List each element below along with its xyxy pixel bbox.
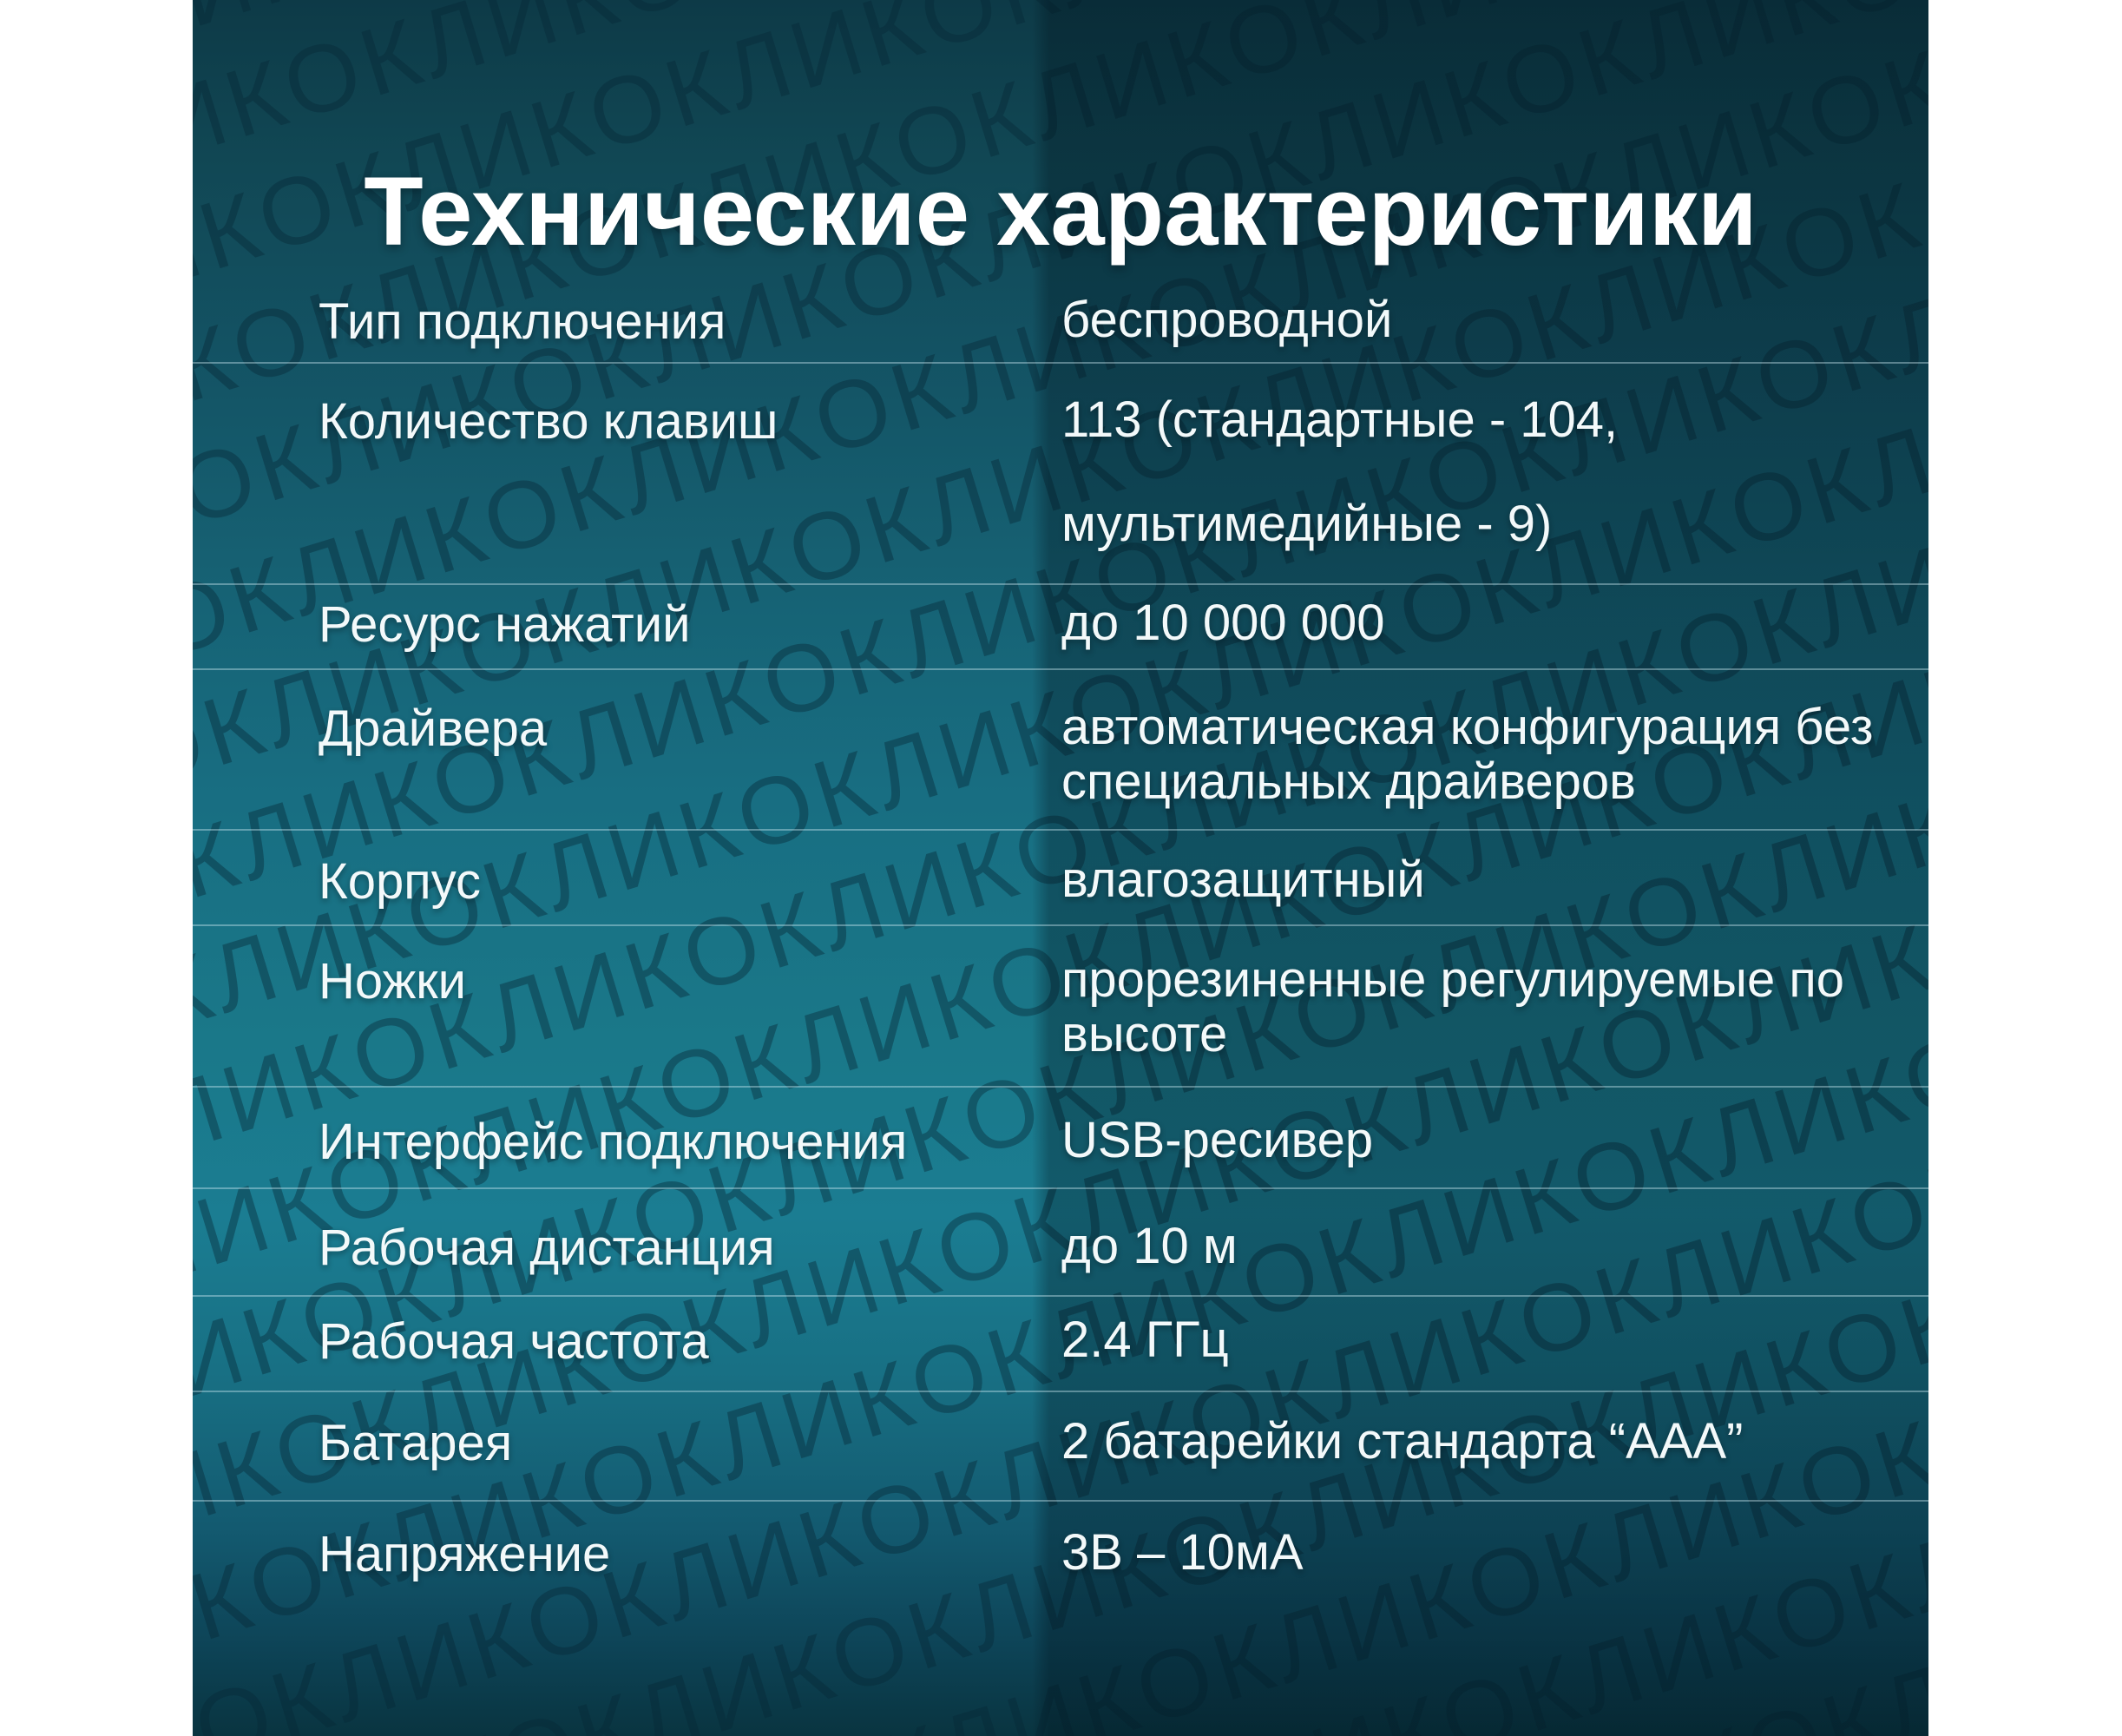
spec-value: 113 (стандартные - 104, мультимедийные - … <box>1061 392 1843 551</box>
spec-label: Драйвера <box>319 700 548 757</box>
watermark-text-line: ОКЛИКОКЛИКОКЛИКОКЛИКОКЛИКОКЛИКОКЛИКОКЛИК… <box>193 0 1928 83</box>
spec-label: Тип подключения <box>319 293 726 350</box>
spec-value-line: мультимедийные - 9) <box>1061 496 1553 552</box>
table-row: Батарея 2 батарейки стандарта “AAA” <box>193 1391 1928 1500</box>
spec-value: беспроводной <box>1061 293 1843 347</box>
table-row: Тип подключения беспроводной <box>193 257 1928 362</box>
table-row: Корпус влагозащитный <box>193 829 1928 924</box>
spec-value-line: высоте <box>1061 1006 1228 1062</box>
spec-label: Корпус <box>319 853 482 910</box>
spec-label: Количество клавиш <box>319 393 779 450</box>
spec-label: Рабочая частота <box>319 1313 709 1370</box>
spec-value: влагозащитный <box>1061 852 1843 907</box>
table-row: Интерфейс подключения USB-ресивер <box>193 1086 1928 1187</box>
spec-value-line: автоматическая конфигурация без <box>1061 699 1874 755</box>
spec-table: Тип подключения беспроводной Количество кл… <box>193 257 1928 1736</box>
spec-label: Интерфейс подключения <box>319 1114 908 1170</box>
spec-value-line: прорезиненные регулируемые по <box>1061 951 1845 1008</box>
spec-value-line: 3В – 10мА <box>1061 1524 1304 1581</box>
spec-label: Батарея <box>319 1415 513 1471</box>
spec-value: прорезиненные регулируемые по высоте <box>1061 951 1845 1062</box>
spec-value-line: 2.4 ГГц <box>1061 1312 1229 1368</box>
spec-value-line: 113 (стандартные - 104, <box>1061 391 1619 448</box>
spec-label: Рабочая дистанция <box>319 1220 775 1276</box>
spec-value: 2 батарейки стандарта “AAA” <box>1061 1414 1843 1469</box>
spec-label: Напряжение <box>319 1526 611 1582</box>
spec-value-line: влагозащитный <box>1061 852 1425 908</box>
table-row: Ножки прорезиненные регулируемые по высоте <box>193 924 1928 1086</box>
spec-value: до 10 м <box>1061 1219 1843 1273</box>
spec-value: USB-ресивер <box>1061 1113 1843 1167</box>
spec-card: ОКЛИКОКЛИКОКЛИКОКЛИКОКЛИКОКЛИКОКЛИКОКЛИК… <box>193 0 1928 1736</box>
table-row: Количество клавиш 113 (стандартные - 104,… <box>193 362 1928 583</box>
table-row: Рабочая частота 2.4 ГГц <box>193 1295 1928 1391</box>
spec-value-line: USB-ресивер <box>1061 1112 1374 1168</box>
spec-value: 2.4 ГГц <box>1061 1312 1843 1367</box>
spec-label: Ресурс нажатий <box>319 596 691 653</box>
spec-value-line: до 10 000 000 <box>1061 595 1385 651</box>
spec-value-line: специальных драйверов <box>1061 753 1636 810</box>
page-title: Технические характеристики <box>364 157 1757 266</box>
spec-value: автоматическая конфигурация без специальн… <box>1061 699 1874 810</box>
spec-value: 3В – 10мА <box>1061 1525 1843 1580</box>
table-row: Драйвера автоматическая конфигурация без с… <box>193 668 1928 829</box>
spec-value-line: до 10 м <box>1061 1218 1238 1274</box>
spec-label: Ножки <box>319 953 467 1009</box>
table-row: Напряжение 3В – 10мА <box>193 1500 1928 1736</box>
table-row: Рабочая дистанция до 10 м <box>193 1187 1928 1295</box>
table-row: Ресурс нажатий до 10 000 000 <box>193 583 1928 668</box>
spec-value: до 10 000 000 <box>1061 595 1843 650</box>
spec-value-line: беспроводной <box>1061 292 1393 348</box>
spec-value-line: 2 батарейки стандарта “AAA” <box>1061 1413 1744 1470</box>
